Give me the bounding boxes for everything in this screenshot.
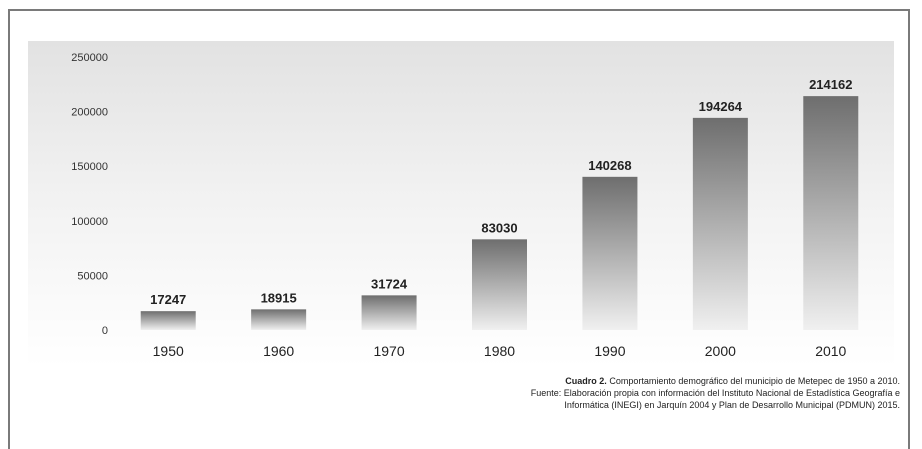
caption-title-line: Cuadro 2. Comportamiento demográfico del… <box>300 375 900 387</box>
data-label-2010: 214162 <box>809 77 852 92</box>
data-label-1980: 83030 <box>481 220 517 235</box>
y-tick-label: 50000 <box>77 270 108 282</box>
bar-1970 <box>361 295 417 330</box>
figure-caption: Cuadro 2. Comportamiento demográfico del… <box>300 375 900 411</box>
x-tick-label: 1980 <box>484 343 515 359</box>
chart-panel: 0 50000 100000 150000 200000 250000 17247 1891… <box>28 41 894 367</box>
x-tick-label: 1950 <box>153 343 184 359</box>
data-label-1950: 17247 <box>150 292 186 307</box>
caption-text: Comportamiento demográfico del municipio… <box>606 376 900 386</box>
y-tick-label: 100000 <box>71 216 108 228</box>
bar-2010 <box>803 96 859 330</box>
y-tick-label: 250000 <box>71 52 108 64</box>
bar-1960 <box>251 309 307 330</box>
data-label-1960: 18915 <box>261 290 297 305</box>
x-axis: 1950 1960 1970 1980 1990 2000 2010 <box>153 343 847 359</box>
bar-1980 <box>472 239 527 330</box>
y-tick-label: 150000 <box>71 161 108 173</box>
bar-2000 <box>692 117 748 330</box>
caption-source-line-1: Fuente: Elaboración propia con informaci… <box>530 388 900 398</box>
bar-1990 <box>582 176 638 330</box>
y-tick-label: 0 <box>102 325 108 337</box>
data-label-2000: 194264 <box>699 99 743 114</box>
y-axis: 0 50000 100000 150000 200000 250000 <box>71 52 108 337</box>
data-label-1990: 140268 <box>588 158 631 173</box>
bar-chart: 0 50000 100000 150000 200000 250000 17247 1891… <box>71 52 859 359</box>
x-tick-label: 1960 <box>263 343 294 359</box>
caption-source-line-2: Informática (INEGI) en Jarquín 2004 y Pl… <box>564 400 900 410</box>
bar-1950 <box>140 311 196 330</box>
caption-label: Cuadro 2. <box>565 376 607 386</box>
x-tick-label: 2000 <box>705 343 736 359</box>
x-tick-label: 1970 <box>373 343 404 359</box>
y-tick-label: 200000 <box>71 107 108 119</box>
x-tick-label: 1990 <box>594 343 625 359</box>
x-tick-label: 2010 <box>815 343 846 359</box>
data-label-1970: 31724 <box>371 276 408 291</box>
bars-group: 17247 18915 31724 83030 140268 194264 214162 <box>140 77 859 330</box>
